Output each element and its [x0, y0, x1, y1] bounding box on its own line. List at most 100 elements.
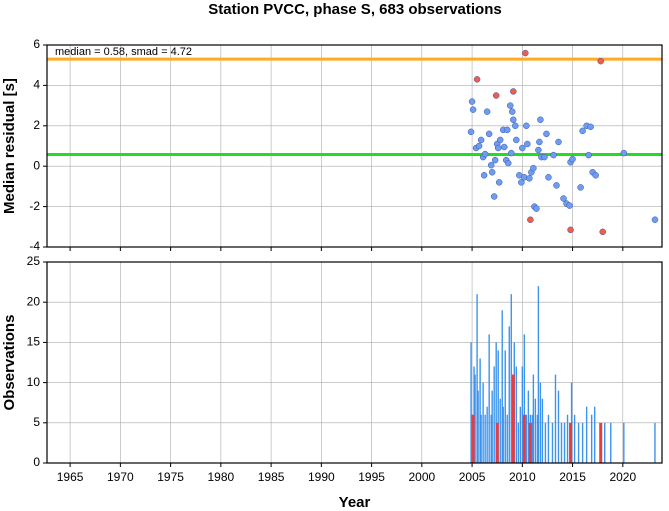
bar	[480, 414, 482, 463]
data-point	[475, 142, 483, 150]
data-point	[537, 116, 544, 123]
bar	[539, 382, 542, 463]
data-point	[488, 169, 496, 176]
data-point	[599, 228, 606, 236]
bar	[536, 414, 539, 463]
bar	[506, 414, 508, 463]
data-point	[485, 130, 493, 138]
data-point	[510, 116, 517, 123]
x-tick-label: 1990	[308, 470, 335, 484]
bar	[654, 422, 656, 463]
x-tick-label: 2005	[459, 470, 486, 484]
data-point	[492, 92, 500, 99]
bar	[590, 414, 593, 463]
bar	[534, 398, 537, 463]
bar	[517, 422, 519, 463]
bar	[474, 374, 476, 463]
data-point	[533, 205, 540, 212]
data-point	[480, 172, 488, 179]
data-point	[541, 153, 548, 161]
bar	[477, 390, 479, 463]
y-tick-label: 15	[27, 335, 41, 349]
data-point	[555, 138, 562, 146]
x-tick-label: 1965	[57, 470, 84, 484]
data-point	[468, 98, 476, 105]
data-point	[524, 140, 531, 148]
plot-frame	[46, 261, 663, 464]
bar	[532, 374, 535, 463]
data-point	[527, 216, 534, 223]
bar	[486, 406, 488, 463]
data-point	[494, 144, 502, 152]
x-tick-label: 2020	[609, 470, 636, 484]
bar	[491, 390, 493, 463]
data-point	[566, 202, 573, 209]
bar	[522, 414, 526, 463]
bar	[488, 334, 490, 463]
bar	[623, 422, 625, 463]
y-tick-label: 6	[33, 37, 40, 51]
bar	[604, 422, 606, 463]
x-tick-label: 1970	[107, 470, 134, 484]
bar	[495, 422, 499, 463]
data-point	[526, 175, 533, 182]
bar	[519, 406, 522, 463]
bar	[490, 414, 492, 463]
data-point	[513, 136, 520, 144]
data-point	[567, 226, 574, 234]
data-point	[495, 179, 503, 186]
data-point	[483, 108, 491, 115]
bar	[573, 414, 576, 463]
x-tick-label: 1985	[258, 470, 285, 484]
data-point	[530, 164, 537, 172]
bar	[581, 422, 584, 463]
y-tick-label: -4	[29, 239, 40, 253]
bar	[528, 422, 532, 463]
y-tick-label: 4	[33, 78, 40, 92]
bar	[585, 406, 588, 463]
data-point	[523, 122, 530, 130]
y-tick-label: 2	[33, 118, 40, 132]
data-point	[560, 195, 567, 202]
y-axis-label: Median residual [s]	[1, 78, 18, 214]
bar	[547, 414, 550, 463]
data-point	[577, 184, 584, 191]
data-point	[592, 172, 599, 179]
bar	[502, 406, 504, 463]
bar	[515, 366, 517, 463]
y-tick-label: 10	[27, 375, 41, 389]
bar	[504, 350, 506, 463]
data-point	[536, 138, 543, 146]
bar	[497, 350, 499, 463]
data-point	[543, 130, 550, 138]
data-point	[579, 127, 586, 135]
data-point	[496, 136, 504, 144]
y-tick-label: -2	[29, 199, 40, 213]
bar	[525, 414, 528, 463]
annotation: median = 0.58, smad = 4.72	[55, 46, 192, 58]
bar	[593, 406, 596, 463]
bar	[508, 326, 510, 463]
bar	[554, 374, 557, 463]
data-point	[507, 102, 514, 109]
x-tick-label: 2010	[509, 470, 536, 484]
data-point	[503, 126, 511, 134]
data-point	[512, 122, 519, 130]
bar	[599, 422, 603, 463]
bar	[476, 294, 478, 463]
x-tick-label: 1975	[157, 470, 184, 484]
data-point	[545, 174, 552, 181]
bar	[537, 286, 540, 463]
data-point	[505, 159, 512, 167]
y-tick-label: 0	[33, 158, 40, 172]
y-tick-label: 25	[27, 254, 41, 268]
data-point	[597, 57, 604, 65]
bar	[557, 390, 560, 463]
data-point	[535, 146, 542, 154]
data-point	[491, 156, 499, 164]
data-point	[550, 151, 557, 159]
data-point	[477, 136, 485, 144]
bar	[610, 422, 612, 463]
